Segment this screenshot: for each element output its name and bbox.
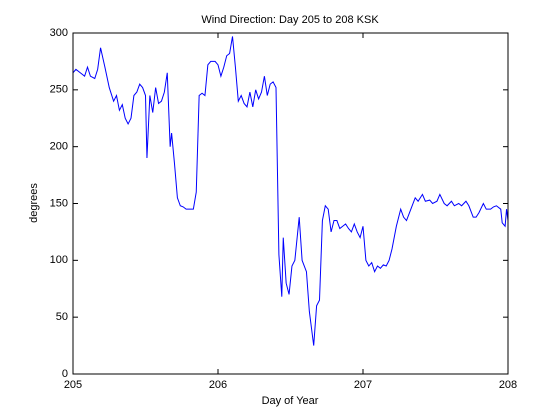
y-tick-label: 300 — [50, 27, 68, 39]
y-tick-label: 250 — [50, 84, 68, 96]
y-tick-label: 150 — [50, 197, 68, 209]
x-axis-label: Day of Year — [262, 395, 319, 407]
plot-frame — [72, 32, 509, 375]
y-tick-label: 200 — [50, 141, 68, 153]
y-tick-label: 100 — [50, 254, 68, 266]
x-tick-label: 205 — [64, 379, 82, 391]
y-tick-label: 50 — [56, 311, 68, 323]
y-axis-label: degrees — [28, 183, 40, 223]
chart-title: Wind Direction: Day 205 to 208 KSK — [201, 14, 379, 26]
y-tick-label: 0 — [62, 368, 68, 380]
x-tick-label: 206 — [209, 379, 227, 391]
x-tick-label: 207 — [354, 379, 372, 391]
data-line — [72, 36, 509, 346]
x-tick-label: 208 — [499, 379, 517, 391]
plot-area — [73, 33, 508, 374]
